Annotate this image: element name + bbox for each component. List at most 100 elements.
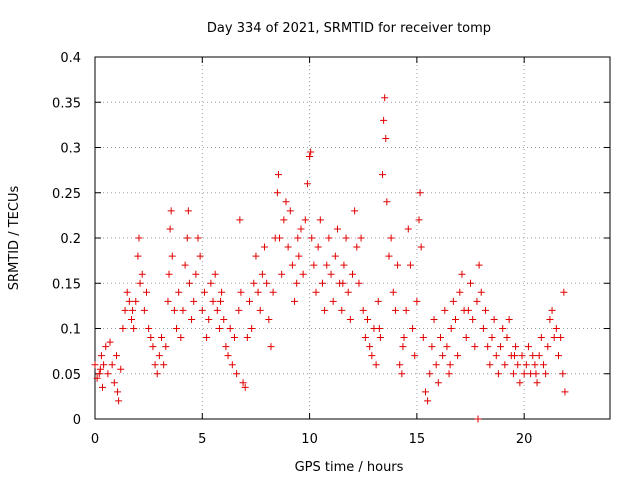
data-point <box>250 279 258 287</box>
data-point <box>349 270 356 278</box>
data-point <box>301 216 309 224</box>
data-points <box>91 94 569 423</box>
data-point <box>125 297 133 305</box>
data-point <box>406 261 414 269</box>
data-point <box>509 370 517 378</box>
data-point <box>552 325 560 332</box>
data-point <box>484 343 492 351</box>
x-tick-label: 20 <box>516 432 533 447</box>
data-point <box>179 306 187 314</box>
data-point <box>321 306 329 314</box>
data-point <box>237 288 245 296</box>
data-point <box>162 343 170 351</box>
data-point <box>383 198 391 206</box>
data-point <box>129 306 137 314</box>
data-point <box>445 370 453 378</box>
data-point <box>273 189 281 197</box>
data-point <box>490 315 498 323</box>
data-point <box>258 270 266 278</box>
data-point <box>325 234 333 242</box>
data-point <box>130 325 138 332</box>
data-point <box>220 315 228 323</box>
data-point <box>280 216 288 224</box>
data-point <box>170 306 178 314</box>
data-point <box>372 361 380 369</box>
data-point <box>246 297 253 305</box>
data-point <box>391 306 399 314</box>
data-point <box>387 234 395 242</box>
data-point <box>207 279 215 287</box>
data-point <box>192 270 200 278</box>
data-point <box>123 288 131 296</box>
data-point <box>364 315 372 323</box>
data-point <box>236 216 244 224</box>
data-point <box>524 343 532 351</box>
data-point <box>443 343 451 351</box>
data-point <box>462 334 470 342</box>
data-point <box>379 171 387 179</box>
data-point <box>376 334 384 342</box>
data-point <box>165 270 173 278</box>
data-point <box>168 252 176 260</box>
data-point <box>471 343 479 351</box>
data-point <box>415 216 423 224</box>
data-point <box>286 207 294 215</box>
data-point <box>359 306 367 314</box>
data-point <box>447 325 455 332</box>
data-point <box>501 361 509 369</box>
data-point <box>166 225 174 233</box>
data-point <box>215 325 223 332</box>
data-point <box>419 334 427 342</box>
data-point <box>550 334 558 342</box>
data-point <box>132 297 140 305</box>
data-point <box>428 343 436 351</box>
data-point <box>164 297 172 305</box>
data-point <box>252 252 260 260</box>
data-point <box>149 343 157 351</box>
data-point <box>430 315 438 323</box>
y-tick-label: 0.35 <box>52 96 81 111</box>
data-point <box>224 352 232 360</box>
data-point <box>213 306 221 314</box>
data-point <box>559 370 567 378</box>
data-point <box>537 334 545 342</box>
data-point <box>469 315 477 323</box>
data-point <box>114 388 122 396</box>
data-point <box>196 252 204 260</box>
data-point <box>200 288 208 296</box>
data-point <box>121 306 129 314</box>
data-point <box>542 370 550 378</box>
data-point <box>188 315 196 323</box>
axis-ticks: 0 5 10 15 20 0 0.05 0.1 0.15 0.2 0.25 0.3 0.35 0.4 <box>52 51 610 447</box>
data-point <box>117 365 125 373</box>
data-point <box>303 180 311 188</box>
data-point <box>106 338 114 346</box>
data-point <box>454 352 462 360</box>
data-point <box>404 225 412 233</box>
data-point <box>546 315 554 323</box>
data-point <box>203 334 211 342</box>
data-point <box>104 370 112 378</box>
y-tick-label: 0.2 <box>60 232 81 247</box>
data-point <box>409 325 417 332</box>
y-axis-label: SRMTID / TECUs <box>7 186 22 291</box>
data-point <box>380 116 388 124</box>
data-point <box>306 153 314 161</box>
data-point <box>297 225 305 233</box>
data-point <box>183 234 191 242</box>
data-point <box>91 361 99 369</box>
data-point <box>361 334 369 342</box>
chart-title: Day 334 of 2021, SRMTID for receiver tom… <box>207 21 491 36</box>
data-point <box>424 397 432 405</box>
data-point <box>512 343 520 351</box>
data-point <box>398 370 406 378</box>
data-point <box>494 370 502 378</box>
data-point <box>539 361 547 369</box>
data-point <box>248 325 256 332</box>
data-point <box>135 234 143 242</box>
data-point <box>269 288 277 296</box>
data-point <box>473 297 481 305</box>
data-point <box>307 148 315 156</box>
data-point <box>115 397 123 405</box>
